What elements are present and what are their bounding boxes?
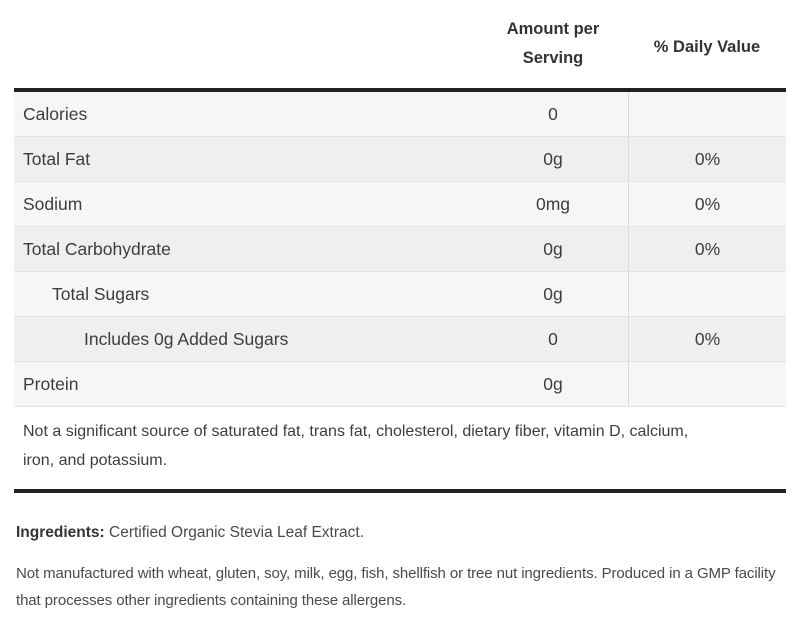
nutrient-label: Total Sugars [52,283,150,304]
nutrient-amount: 0g [543,373,563,394]
nutrient-label: Includes 0g Added Sugars [84,328,289,349]
nutrient-amount: 0g [543,238,563,259]
daily-value-header: % Daily Value [653,37,761,56]
table-row: Sodium 0mg 0% [14,182,786,227]
nutrient-label: Total Carbohydrate [23,238,171,259]
nutrient-daily-value [628,362,786,406]
nutrient-amount: 0 [548,103,558,124]
nutrient-label: Sodium [23,193,83,214]
allergen-note: Not manufactured with wheat, gluten, soy… [16,564,776,609]
table-row: Protein 0g [14,362,786,407]
table-body: Calories 0 Total Fat 0g 0% Sodium 0mg 0%… [14,88,786,493]
amount-per-serving-header: Amount per Serving [506,20,600,67]
table-header-row: Amount per Serving % Daily Value [14,0,786,88]
nutrient-amount: 0g [543,283,563,304]
table-footnote: Not a significant source of saturated fa… [14,407,714,489]
nutrient-amount: 0g [543,148,563,169]
nutrient-daily-value: 0% [628,137,786,181]
table-row: Calories 0 [14,92,786,137]
nutrition-rows: Calories 0 Total Fat 0g 0% Sodium 0mg 0%… [14,92,786,407]
nutrition-facts-table: Amount per Serving % Daily Value Calorie… [14,0,786,493]
nutrient-daily-value: 0% [628,182,786,226]
ingredients-text: Certified Organic Stevia Leaf Extract. [104,523,365,541]
nutrient-daily-value: 0% [628,227,786,271]
nutrient-daily-value [628,272,786,316]
nutrient-label: Calories [23,103,88,124]
nutrient-amount: 0mg [535,193,571,214]
nutrient-label: Protein [23,373,79,394]
table-row: Total Fat 0g 0% [14,137,786,182]
nutrient-label: Total Fat [23,148,91,169]
nutrient-daily-value: 0% [628,317,786,361]
table-row: Total Sugars 0g [14,272,786,317]
ingredients-line: Ingredients: Certified Organic Stevia Le… [16,519,786,546]
table-row: Includes 0g Added Sugars 0 0% [14,317,786,362]
nutrient-amount: 0 [548,328,558,349]
ingredients-label: Ingredients: [16,523,105,541]
table-row: Total Carbohydrate 0g 0% [14,227,786,272]
nutrient-daily-value [628,92,786,136]
